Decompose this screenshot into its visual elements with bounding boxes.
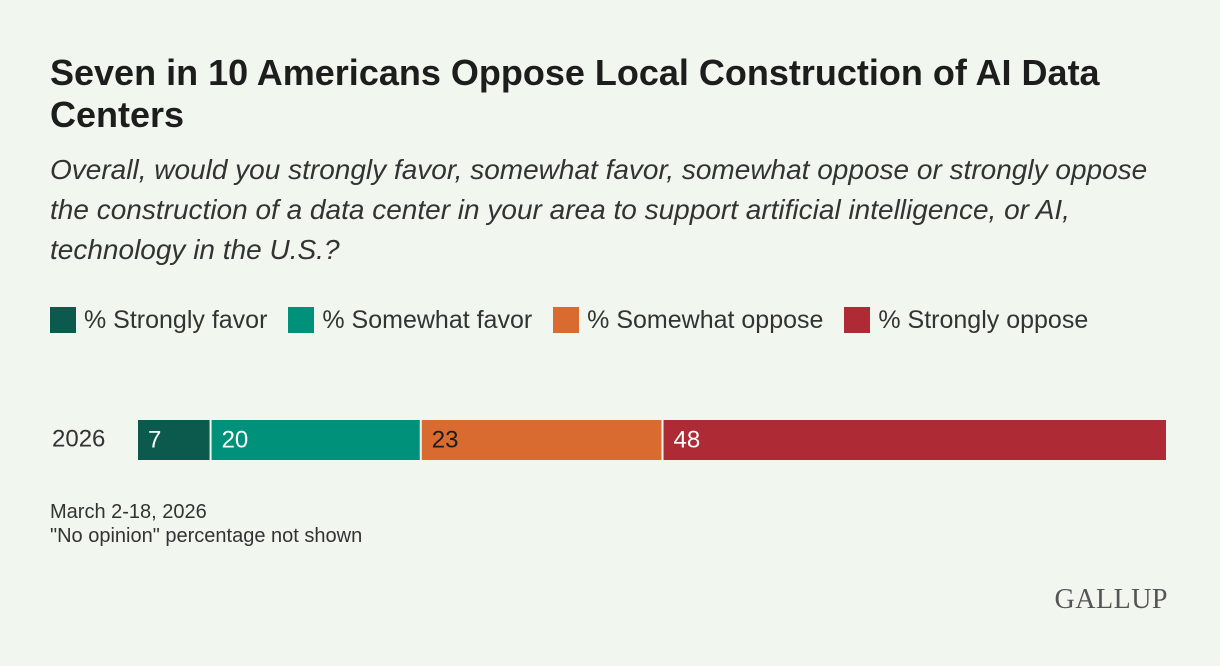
legend-swatch [553,307,580,333]
bar-segment [138,420,210,460]
bar-segment [211,420,420,460]
bar-segment [421,420,662,460]
chart: 2026 7 20 23 48 [52,420,1166,460]
legend-entry: % Strongly favor [50,306,267,334]
legend-label: % Somewhat favor [322,306,533,334]
legend-entry: % Strongly oppose [844,306,1088,334]
legend-entry: % Somewhat favor [288,306,532,334]
y-tick-label: 2026 [52,425,105,452]
legend-entry: % Somewhat oppose [553,306,823,334]
legend-label: % Strongly favor [84,306,268,334]
chart-subtitle: Overall, would you strongly favor, somew… [50,154,1148,265]
notes: March 2-18, 2026 "No opinion" percentage … [50,500,362,548]
value-label: 23 [432,426,459,453]
source-logo: GALLUP [1054,584,1168,615]
legend-swatch [844,307,871,333]
note: March 2-18, 2026 [50,501,207,523]
value-label: 7 [148,426,161,453]
legend-swatch [288,307,315,333]
value-label: 20 [222,426,249,453]
legend: % Strongly favor % Somewhat favor % Some… [50,300,1130,340]
legend-label: % Somewhat oppose [587,306,824,334]
bar-segment [663,420,1166,460]
value-label: 48 [674,426,701,453]
legend-label: % Strongly oppose [878,306,1089,334]
legend-swatch [50,307,76,333]
chart-title: Seven in 10 Americans Oppose Local Const… [50,52,1100,135]
note: "No opinion" percentage not shown [50,525,363,547]
